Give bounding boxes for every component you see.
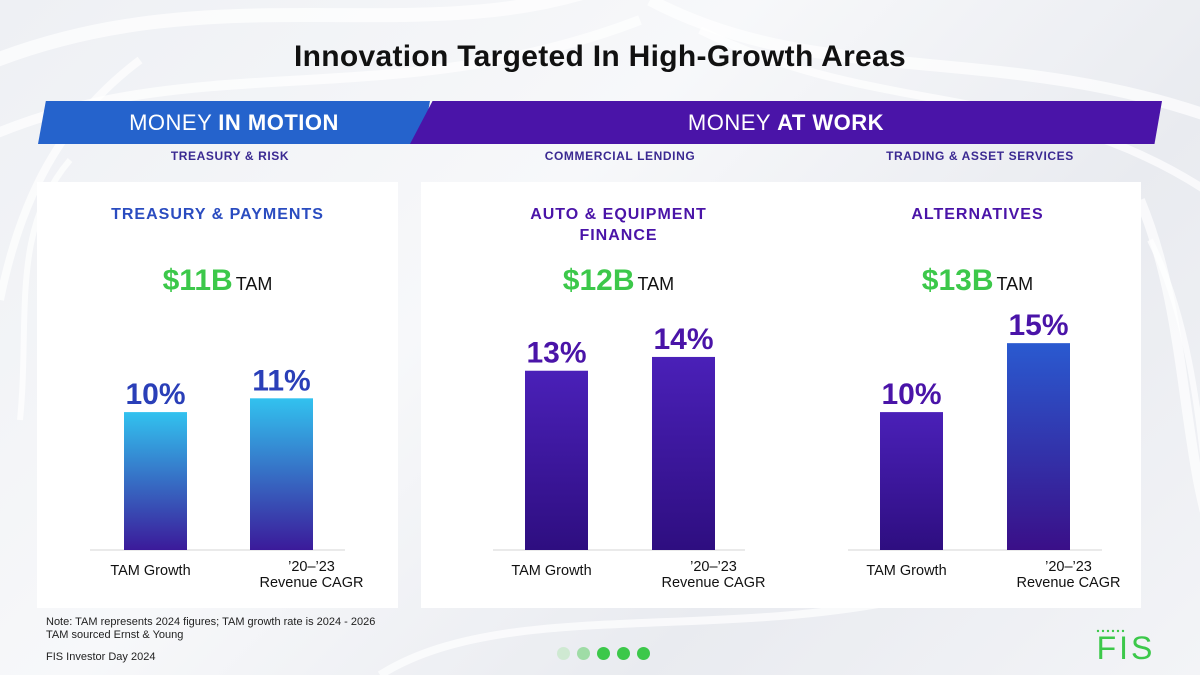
bar-value-label: 13% <box>526 337 586 370</box>
banner-motion-bold: IN MOTION <box>218 109 339 135</box>
tam-label: TAM <box>996 274 1034 294</box>
banner-motion-prefix: MONEY <box>129 109 213 135</box>
bar <box>880 412 943 550</box>
fis-logo-text: FIS <box>1097 630 1156 664</box>
tam-label: TAM <box>235 274 273 294</box>
bar <box>652 356 715 550</box>
footer-note: Note: TAM represents 2024 figures; TAM g… <box>46 616 375 642</box>
pagination-dot[interactable] <box>577 647 590 660</box>
bar-value-label: 15% <box>1008 309 1068 342</box>
bar <box>124 412 187 550</box>
banner-money-in-motion: MONEY IN MOTION <box>38 101 430 144</box>
fis-logo: FIS <box>1097 629 1156 664</box>
panel-treasury <box>37 182 398 608</box>
chart-title-line: AUTO & EQUIPMENT <box>530 206 707 223</box>
footer-source: FIS Investor Day 2024 <box>46 651 156 663</box>
pagination-dot[interactable] <box>597 647 610 660</box>
pagination-dots <box>557 647 650 660</box>
tam-auto: $12B TAM <box>421 264 816 298</box>
tam-label: TAM <box>637 274 675 294</box>
category-label: ’20–’23 <box>690 559 737 575</box>
category-label: Revenue CAGR <box>662 575 766 591</box>
bar-value-label: 14% <box>653 323 713 356</box>
chart-title-line: FINANCE <box>579 227 658 244</box>
chart-title-auto-equipment: AUTO & EQUIPMENT FINANCE <box>421 204 816 246</box>
category-label: Revenue CAGR <box>1017 575 1121 591</box>
footer-note-line: TAM sourced Ernst & Young <box>46 629 184 641</box>
bar <box>525 370 588 550</box>
category-label: ’20–’23 <box>1045 559 1092 575</box>
bar-value-label: 10% <box>125 378 185 411</box>
category-label: Revenue CAGR <box>260 575 364 591</box>
tam-alternatives: $13B TAM <box>780 264 1175 298</box>
page-title: Innovation Targeted In High-Growth Areas <box>293 40 907 73</box>
banner-money-at-work: MONEY AT WORK <box>410 101 1162 144</box>
category-label: TAM Growth <box>511 563 591 579</box>
subheader-commercial-lending: COMMERCIAL LENDING <box>544 149 696 163</box>
pagination-dot[interactable] <box>637 647 650 660</box>
category-label: TAM Growth <box>110 563 190 579</box>
subheader-trading-asset-services: TRADING & ASSET SERVICES <box>886 149 1074 163</box>
pagination-dot[interactable] <box>557 647 570 660</box>
bar <box>1007 343 1070 550</box>
category-label: TAM Growth <box>866 563 946 579</box>
bar-value-label: 11% <box>252 364 310 397</box>
banner-work-prefix: MONEY <box>687 109 772 135</box>
chart-title-alternatives: ALTERNATIVES <box>911 206 1044 223</box>
bar-value-label: 10% <box>881 378 941 411</box>
tam-amount: $12B <box>562 264 635 297</box>
footer-note-line: Note: TAM represents 2024 figures; TAM g… <box>46 616 376 628</box>
category-label: ’20–’23 <box>288 559 335 575</box>
bar <box>250 398 313 550</box>
tam-treasury: $11B TAM <box>37 264 398 298</box>
chart-title-treasury-payments: TREASURY & PAYMENTS <box>111 206 324 223</box>
pagination-dot[interactable] <box>617 647 630 660</box>
tam-amount: $11B <box>162 264 233 297</box>
tam-amount: $13B <box>921 264 994 297</box>
banner-work-bold: AT WORK <box>777 109 885 135</box>
subheader-treasury-risk: TREASURY & RISK <box>170 149 290 163</box>
